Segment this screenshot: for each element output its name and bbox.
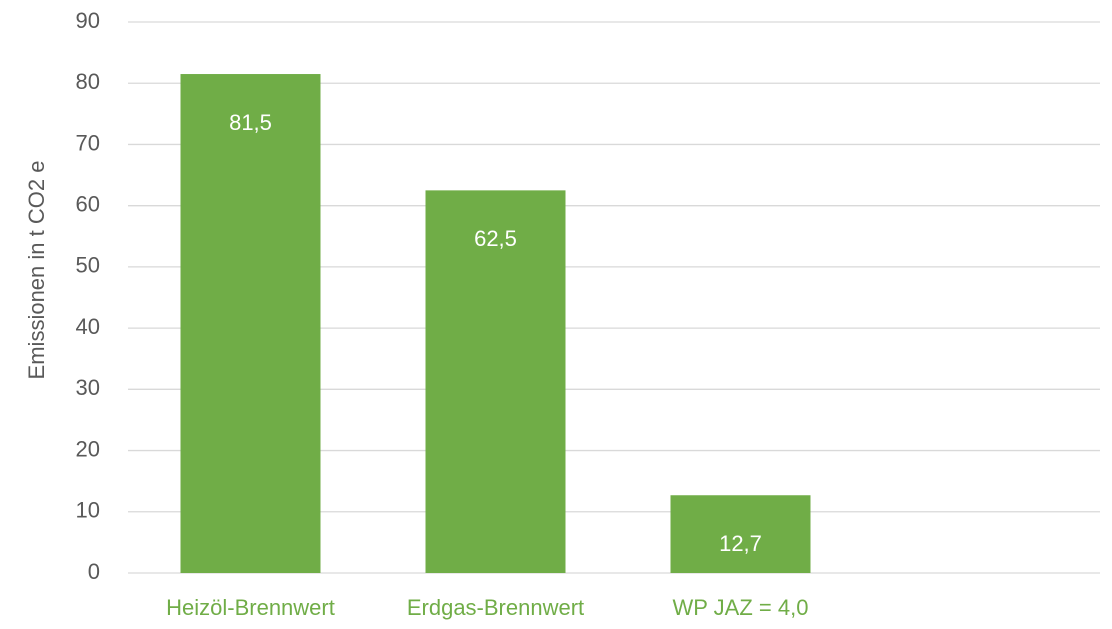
y-tick-label: 0 [88,559,100,584]
y-tick-label: 40 [76,314,100,339]
x-tick-label: Erdgas-Brennwert [407,595,584,620]
y-tick-label: 10 [76,498,100,523]
y-tick-label: 20 [76,436,100,461]
bar [670,495,811,573]
y-tick-label: 60 [76,191,100,216]
x-tick-label: Heizöl-Brennwert [166,595,335,620]
y-axis-label: Emissionen in t CO2 e [24,161,49,380]
y-tick-label: 30 [76,375,100,400]
bar [425,190,566,573]
x-tick-label: WP JAZ = 4,0 [673,595,809,620]
y-tick-label: 50 [76,253,100,278]
y-tick-label: 70 [76,130,100,155]
y-tick-label: 80 [76,69,100,94]
value-label: 62,5 [474,226,517,251]
value-label: 81,5 [229,110,272,135]
bar [180,74,321,574]
value-label: 12,7 [719,531,762,556]
y-tick-label: 90 [76,8,100,33]
